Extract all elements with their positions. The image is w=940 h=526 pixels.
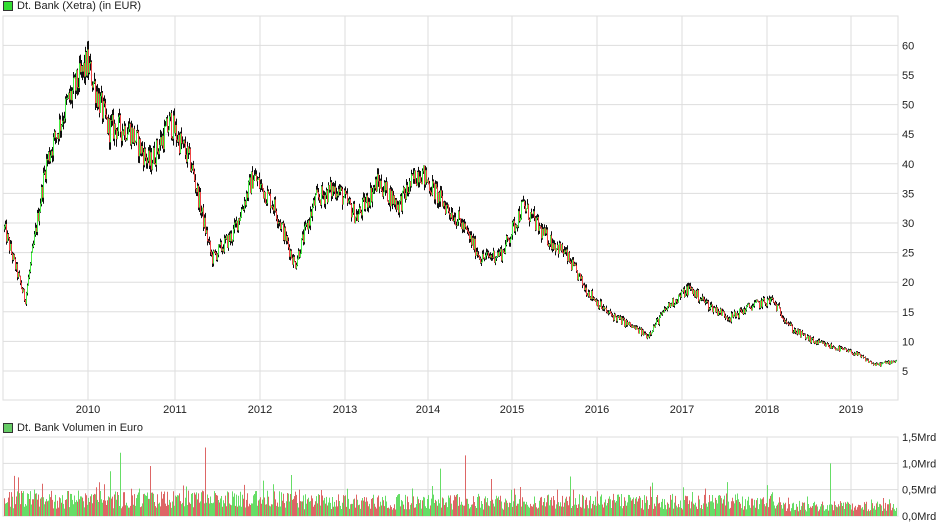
x-tick-year: 2016 (585, 404, 609, 416)
x-tick-year: 2010 (76, 404, 100, 416)
x-tick-year: 2012 (248, 404, 272, 416)
price-y-tick: 60 (902, 40, 914, 52)
price-y-tick: 40 (902, 159, 914, 171)
x-tick-year: 2011 (163, 404, 187, 416)
price-y-tick: 45 (902, 129, 914, 141)
x-tick-year: 2013 (333, 404, 357, 416)
x-tick-year: 2018 (755, 404, 779, 416)
volume-legend-label: Dt. Bank Volumen in Euro (17, 422, 143, 434)
price-y-tick: 10 (902, 336, 914, 348)
volume-y-tick: 1,0Mrd (902, 458, 936, 470)
volume-legend-swatch (3, 423, 13, 433)
price-y-tick: 20 (902, 277, 914, 289)
price-legend-swatch (3, 1, 13, 11)
x-tick-year: 2017 (670, 404, 694, 416)
x-tick-year: 2015 (500, 404, 524, 416)
price-y-tick: 25 (902, 248, 914, 260)
price-y-tick: 5 (902, 366, 908, 378)
x-tick-year: 2014 (416, 404, 440, 416)
volume-y-tick: 0,5Mrd (902, 485, 936, 497)
price-legend-label: Dt. Bank (Xetra) (in EUR) (17, 0, 142, 12)
price-y-tick: 30 (902, 218, 914, 230)
price-y-tick: 35 (902, 188, 914, 200)
volume-bars (4, 447, 897, 516)
price-bars (4, 40, 897, 367)
price-legend: Dt. Bank (Xetra) (in EUR) (3, 0, 141, 12)
volume-y-tick: 1,5Mrd (902, 432, 936, 444)
price-y-tick: 50 (902, 100, 914, 112)
x-tick-year: 2019 (839, 404, 863, 416)
volume-legend: Dt. Bank Volumen in Euro (3, 422, 143, 434)
volume-y-tick: 0,0Mrd (902, 511, 936, 523)
price-y-tick: 15 (902, 307, 914, 319)
price-y-tick: 55 (902, 70, 914, 82)
price-plot-frame (2, 15, 899, 401)
